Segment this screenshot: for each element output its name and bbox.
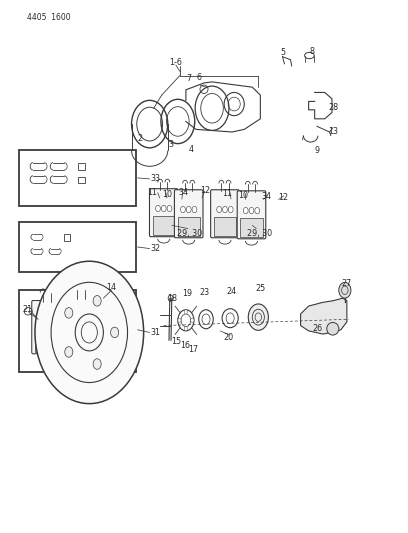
Text: 15: 15 — [172, 337, 182, 346]
Circle shape — [65, 308, 73, 318]
Bar — [78, 164, 85, 170]
Text: 31: 31 — [151, 328, 161, 337]
Circle shape — [192, 206, 197, 213]
Circle shape — [167, 205, 172, 212]
Text: 14: 14 — [106, 283, 116, 292]
Circle shape — [111, 327, 119, 338]
Circle shape — [72, 316, 78, 323]
Circle shape — [228, 206, 233, 213]
FancyBboxPatch shape — [175, 190, 203, 238]
Text: 12: 12 — [200, 186, 210, 195]
Bar — [19, 222, 135, 272]
Circle shape — [249, 207, 254, 214]
Circle shape — [155, 205, 160, 212]
Text: 9: 9 — [315, 146, 320, 155]
Circle shape — [44, 318, 50, 326]
Text: 32: 32 — [151, 244, 161, 253]
FancyBboxPatch shape — [237, 191, 266, 239]
Text: 29, 30: 29, 30 — [177, 229, 202, 238]
Text: 21: 21 — [23, 305, 33, 314]
Bar — [19, 290, 135, 372]
Text: 24: 24 — [226, 287, 236, 296]
Circle shape — [161, 205, 166, 212]
Text: 34: 34 — [179, 188, 189, 197]
Text: 1-6: 1-6 — [169, 59, 182, 67]
Circle shape — [243, 207, 248, 214]
Text: 25: 25 — [255, 284, 266, 293]
Circle shape — [65, 346, 73, 357]
Text: 3: 3 — [168, 140, 173, 149]
Text: 19: 19 — [182, 289, 192, 298]
FancyBboxPatch shape — [149, 189, 178, 237]
Bar — [240, 218, 263, 237]
Bar — [78, 176, 85, 183]
Text: 4: 4 — [188, 145, 194, 154]
Text: 33: 33 — [151, 174, 161, 183]
Bar — [19, 150, 135, 206]
Text: 29, 30: 29, 30 — [247, 229, 272, 238]
Text: 12: 12 — [279, 193, 289, 203]
Text: 11: 11 — [222, 189, 232, 198]
Text: 2: 2 — [137, 134, 142, 143]
Circle shape — [51, 318, 56, 326]
Text: 18: 18 — [168, 294, 177, 303]
FancyBboxPatch shape — [211, 190, 239, 238]
Text: 10: 10 — [238, 191, 248, 200]
Text: 8: 8 — [309, 47, 314, 56]
Text: 4405  1600: 4405 1600 — [27, 13, 71, 22]
Bar — [214, 217, 236, 236]
Polygon shape — [301, 298, 347, 334]
Circle shape — [78, 316, 84, 323]
Text: 20: 20 — [223, 333, 233, 342]
Text: 5: 5 — [281, 48, 286, 57]
Text: 28: 28 — [328, 103, 339, 112]
Circle shape — [38, 318, 44, 326]
Text: 34: 34 — [261, 192, 271, 201]
Text: 13: 13 — [328, 127, 339, 136]
Text: 16: 16 — [180, 341, 190, 350]
Text: 6: 6 — [197, 73, 202, 82]
Circle shape — [178, 318, 181, 322]
Circle shape — [186, 206, 191, 213]
Ellipse shape — [339, 282, 351, 298]
Text: 7: 7 — [186, 74, 191, 83]
Circle shape — [191, 318, 194, 322]
Ellipse shape — [248, 304, 268, 330]
Bar — [35, 330, 59, 352]
Text: 27: 27 — [342, 279, 352, 288]
Circle shape — [84, 316, 90, 323]
Bar — [70, 327, 93, 350]
FancyBboxPatch shape — [66, 298, 97, 351]
Circle shape — [217, 206, 222, 213]
Circle shape — [184, 327, 188, 331]
Bar — [153, 216, 175, 235]
Text: 11: 11 — [147, 188, 157, 197]
Text: 26: 26 — [313, 324, 323, 333]
Ellipse shape — [327, 322, 339, 335]
Circle shape — [93, 296, 101, 306]
Text: 23: 23 — [199, 288, 209, 297]
FancyBboxPatch shape — [32, 301, 62, 354]
Circle shape — [184, 310, 188, 314]
Circle shape — [222, 206, 227, 213]
Bar — [177, 217, 200, 236]
Text: 17: 17 — [188, 345, 199, 354]
Circle shape — [180, 206, 185, 213]
Bar — [64, 235, 70, 241]
Circle shape — [255, 207, 259, 214]
Circle shape — [93, 359, 101, 369]
Text: 10: 10 — [162, 190, 172, 199]
Ellipse shape — [35, 261, 144, 403]
